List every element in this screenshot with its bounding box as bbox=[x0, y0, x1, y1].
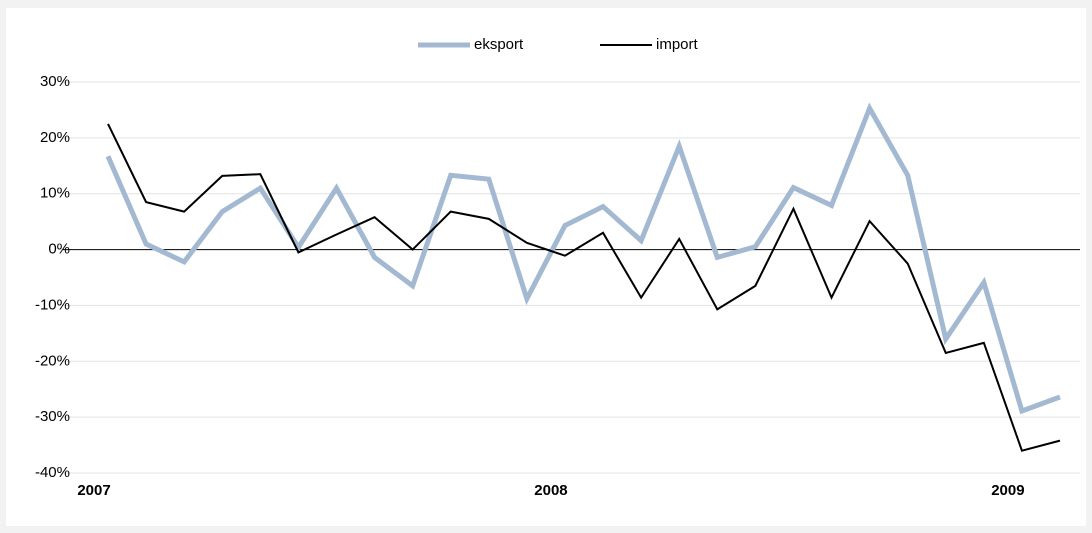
y-tick-label: -10% bbox=[35, 296, 70, 313]
series-line bbox=[107, 123, 1061, 452]
y-tick-label: 10% bbox=[40, 185, 70, 202]
y-tick-label: -40% bbox=[35, 464, 70, 481]
x-tick-label: 2008 bbox=[534, 482, 567, 499]
y-tick-label: -20% bbox=[35, 352, 70, 369]
x-tick-label: 2007 bbox=[77, 482, 110, 499]
y-tick-label: 0% bbox=[48, 241, 70, 258]
series-line bbox=[105, 102, 1061, 415]
y-tick-label: -30% bbox=[35, 408, 70, 425]
y-tick-label: 30% bbox=[40, 73, 70, 90]
legend-label: eksport bbox=[474, 36, 524, 53]
legend-label: import bbox=[656, 36, 699, 53]
y-tick-label: 20% bbox=[40, 129, 70, 146]
x-tick-label: 2009 bbox=[991, 482, 1024, 499]
